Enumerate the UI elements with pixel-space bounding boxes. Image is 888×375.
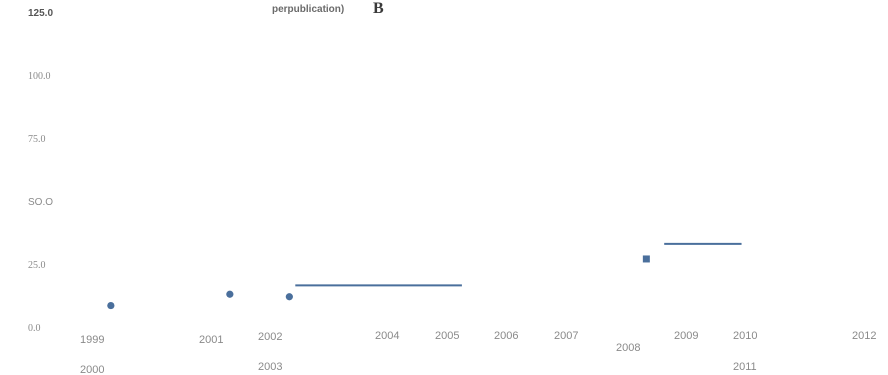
y-tick-label: 75.0: [28, 134, 46, 145]
data-point: [226, 290, 234, 298]
chart-title: perpublication): [272, 4, 344, 15]
data-point-square: [642, 255, 650, 263]
y-tick-label: 25.0: [28, 260, 46, 271]
x-tick-label: 2007: [554, 330, 578, 342]
x-tick-label: 2012: [852, 330, 876, 342]
y-tick-label: SO.O: [28, 197, 53, 208]
y-tick-label: 100.0: [28, 71, 51, 82]
plot-area: [107, 242, 742, 310]
data-point: [107, 301, 115, 310]
x-tick-label: 2005: [435, 330, 459, 342]
chart-title-group: perpublication) B: [272, 0, 384, 17]
x-tick-label: 2000: [80, 364, 104, 375]
data-point: [285, 293, 293, 301]
y-tick-label: 0.0: [28, 323, 41, 334]
x-tick-label: 2002: [258, 331, 282, 343]
x-tick-label: 2011: [733, 361, 757, 373]
y-axis: 0.0 25.0 SO.O 75.0 100.0 125.0: [28, 8, 53, 334]
x-tick-label: 2003: [258, 361, 282, 373]
x-tick-label: 2004: [375, 330, 399, 342]
x-tick-label: 1999: [80, 334, 104, 346]
x-tick-label: 2009: [674, 330, 698, 342]
x-tick-label: 2001: [199, 334, 223, 346]
x-axis: 1999 2000 2001 2002 2003 2004 2005 2006 2007 2008…: [80, 330, 876, 375]
x-tick-label: 2010: [733, 330, 757, 342]
y-tick-label: 125.0: [28, 8, 53, 19]
x-tick-label: 2008: [616, 342, 640, 354]
x-tick-label: 2006: [494, 330, 518, 342]
chart-title-suffix: B: [373, 0, 384, 17]
